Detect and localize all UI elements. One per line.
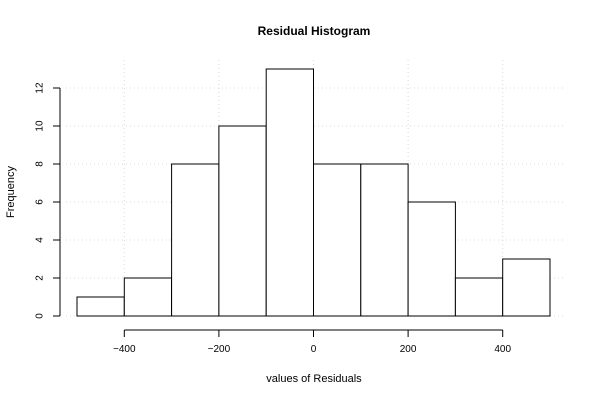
x-axis-label: values of Residuals: [266, 373, 362, 385]
histogram-bar: [171, 163, 220, 317]
histogram-bar: [265, 68, 315, 317]
y-tick-label: 0: [35, 313, 46, 319]
histogram-bar: [360, 163, 409, 317]
histogram-bar: [454, 277, 504, 317]
y-tick-label: 10: [35, 120, 46, 132]
bars-layer: [76, 68, 551, 317]
axes-layer: −400 −200 0 200 400 0 2 4 6 8 10 12: [35, 82, 512, 355]
x-tick-label: 0: [311, 344, 317, 355]
histogram-bar: [218, 125, 267, 317]
y-axis-label: Frequency: [5, 166, 17, 218]
histogram-bar: [76, 296, 125, 317]
x-tick-label: −200: [208, 344, 231, 355]
chart-title: Residual Histogram: [258, 24, 371, 38]
y-tick-label: 12: [35, 82, 46, 94]
y-tick-label: 4: [35, 237, 46, 243]
histogram-bar: [502, 258, 551, 317]
x-tick-label: −400: [113, 344, 136, 355]
y-tick-label: 2: [35, 275, 46, 281]
histogram-bar: [313, 163, 362, 317]
x-tick-label: 400: [494, 344, 511, 355]
x-tick-label: 200: [400, 344, 417, 355]
y-tick-label: 8: [35, 161, 46, 167]
histogram-bar: [407, 201, 456, 317]
histogram-bar: [123, 277, 173, 317]
y-tick-label: 6: [35, 199, 46, 205]
